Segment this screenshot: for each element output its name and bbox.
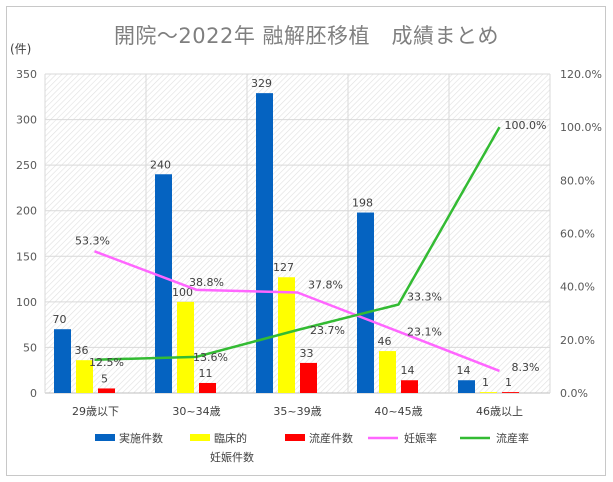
legend-label: 流産件数 <box>309 431 353 445</box>
bar-data-label: 14 <box>457 364 471 377</box>
y-right-tick-label: 60.0% <box>560 228 595 241</box>
y-left-tick-label: 300 <box>16 114 37 127</box>
line-data-label: 53.3% <box>75 234 110 247</box>
line-data-label: 12.5% <box>89 356 124 369</box>
bar <box>401 380 418 393</box>
line-data-label: 23.1% <box>407 326 442 339</box>
bar <box>177 301 194 393</box>
line-data-label: 100.0% <box>505 119 547 132</box>
plot-area <box>45 74 550 393</box>
bar-data-label: 329 <box>251 77 272 90</box>
bar <box>256 93 273 393</box>
y-left-tick-label: 50 <box>23 341 37 354</box>
y-left-tick-label: 200 <box>16 205 37 218</box>
y-left-tick-label: 250 <box>16 159 37 172</box>
bar-data-label: 11 <box>199 367 213 380</box>
bar <box>357 212 374 393</box>
bar <box>76 360 93 393</box>
x-category-label: 35~39歳 <box>273 405 321 418</box>
bar-data-label: 1 <box>482 376 489 389</box>
y-right-tick-label: 20.0% <box>560 334 595 347</box>
line-series <box>94 126 501 362</box>
legend-swatch <box>95 434 115 441</box>
bar <box>458 380 475 393</box>
bar-data-label: 33 <box>300 347 314 360</box>
line-data-label: 37.8% <box>308 279 343 292</box>
bar <box>54 329 71 393</box>
bar <box>278 277 295 393</box>
bar-data-label: 1 <box>505 376 512 389</box>
bar-data-label: 70 <box>53 313 67 326</box>
bar-data-label: 198 <box>352 197 373 210</box>
y-left-tick-label: 100 <box>16 296 37 309</box>
bar-data-label: 100 <box>172 286 193 299</box>
line-series <box>94 250 500 373</box>
line-data-label: 33.3% <box>407 290 442 303</box>
y-left-tick-label: 0 <box>30 387 37 400</box>
legend-label: 妊娠率 <box>404 431 437 445</box>
y-left-tick-label: 150 <box>16 250 37 263</box>
bar <box>379 351 396 393</box>
x-category-label: 30~34歳 <box>172 405 220 418</box>
chart-title: 開院～2022年 融解胚移植 成績まとめ <box>113 24 500 48</box>
bar-data-label: 14 <box>401 364 415 377</box>
bar-data-label: 36 <box>75 344 89 357</box>
bar <box>98 388 115 393</box>
y-right-tick-label: 0.0% <box>560 387 588 400</box>
line-data-label: 8.3% <box>512 361 540 374</box>
legend-swatch <box>190 434 210 441</box>
y-right-tick-label: 40.0% <box>560 281 595 294</box>
line-data-label: 38.8% <box>189 276 224 289</box>
legend-label: 臨床的 <box>214 431 247 445</box>
legend-label: 実施件数 <box>119 431 163 445</box>
x-category-label: 46歳以上 <box>476 405 523 418</box>
y-left-tick-label: 350 <box>16 68 37 81</box>
bar <box>502 392 519 393</box>
y-right-tick-label: 120.0% <box>560 68 602 81</box>
y-unit-label: (件) <box>10 42 32 56</box>
y-right-tick-label: 100.0% <box>560 121 602 134</box>
bar <box>155 174 172 393</box>
legend-label: 流産率 <box>496 431 529 445</box>
bar-data-label: 5 <box>101 372 108 385</box>
bar <box>300 362 317 393</box>
bar <box>480 392 497 393</box>
line-data-label: 13.6% <box>193 351 228 364</box>
bar-data-label: 127 <box>273 261 294 274</box>
y-right-tick-label: 80.0% <box>560 174 595 187</box>
x-category-label: 29歳以下 <box>72 405 119 418</box>
legend-swatch <box>285 434 305 441</box>
line-data-label: 23.7% <box>310 324 345 337</box>
bar-data-label: 240 <box>150 158 171 171</box>
bar-data-label: 46 <box>378 335 392 348</box>
bar <box>199 382 216 393</box>
x-category-label: 40~45歳 <box>374 405 422 418</box>
legend-label: 妊娠件数 <box>210 450 254 464</box>
